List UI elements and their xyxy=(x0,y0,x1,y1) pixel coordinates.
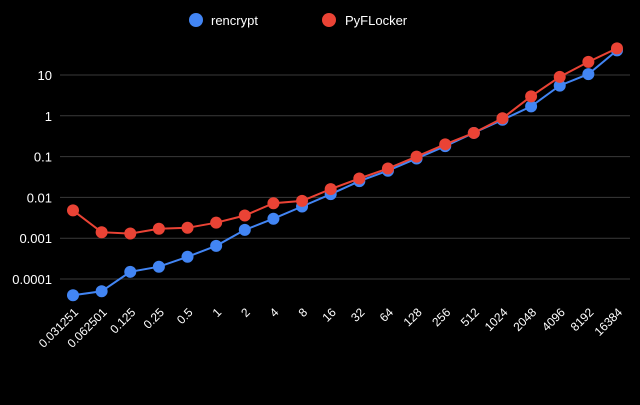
data-point-pyflocker[interactable] xyxy=(353,172,366,185)
x-tick-label: 8 xyxy=(296,305,311,320)
data-point-rencrypt[interactable] xyxy=(267,212,280,225)
legend-item-rencrypt[interactable]: rencrypt xyxy=(189,13,258,28)
x-tick-label: 16384 xyxy=(592,305,626,339)
data-point-pyflocker[interactable] xyxy=(496,112,509,125)
x-tick-label: 32 xyxy=(348,305,368,325)
x-tick-label: 128 xyxy=(401,305,425,329)
data-point-pyflocker[interactable] xyxy=(67,204,79,217)
data-point-pyflocker[interactable] xyxy=(582,55,595,68)
data-point-pyflocker[interactable] xyxy=(611,42,623,55)
y-tick-label: 0.0001 xyxy=(12,272,52,287)
x-tick-label: 4 xyxy=(267,305,282,320)
x-tick-label: 16 xyxy=(319,305,339,325)
data-point-pyflocker[interactable] xyxy=(324,183,337,196)
data-point-pyflocker[interactable] xyxy=(210,216,223,229)
data-point-rencrypt[interactable] xyxy=(238,223,251,236)
y-tick-label: 0.001 xyxy=(19,231,52,246)
data-point-rencrypt[interactable] xyxy=(582,68,595,81)
data-point-rencrypt[interactable] xyxy=(95,285,108,298)
x-tick-label: 2048 xyxy=(510,305,539,334)
legend-label-rencrypt: rencrypt xyxy=(211,13,258,28)
x-tick-label: 64 xyxy=(377,305,397,325)
data-point-pyflocker[interactable] xyxy=(124,227,137,240)
y-axis-ticks: 0.0001 0.001 0.01 0.1 1 10 xyxy=(12,68,52,287)
data-point-rencrypt[interactable] xyxy=(152,260,165,273)
data-point-pyflocker[interactable] xyxy=(95,226,108,239)
data-point-pyflocker[interactable] xyxy=(267,197,280,210)
series-pyflocker xyxy=(67,42,623,240)
data-point-pyflocker[interactable] xyxy=(553,70,566,83)
y-tick-label: 0.1 xyxy=(34,150,52,165)
legend-marker-rencrypt xyxy=(189,13,203,27)
data-point-rencrypt[interactable] xyxy=(181,250,194,263)
x-tick-label: 4096 xyxy=(539,305,568,334)
y-tick-label: 10 xyxy=(38,68,52,83)
x-tick-label: 1 xyxy=(210,305,225,320)
x-tick-label: 0.5 xyxy=(174,305,196,327)
series-layer xyxy=(67,42,623,302)
x-tick-label: 0.125 xyxy=(107,305,138,336)
data-point-pyflocker[interactable] xyxy=(525,90,538,103)
series-line-rencrypt xyxy=(72,49,618,297)
data-point-pyflocker[interactable] xyxy=(467,126,480,139)
data-point-pyflocker[interactable] xyxy=(181,221,194,234)
data-point-pyflocker[interactable] xyxy=(152,222,165,235)
x-tick-label: 256 xyxy=(429,305,453,329)
data-point-rencrypt[interactable] xyxy=(553,79,566,92)
y-tick-label: 0.01 xyxy=(27,190,52,205)
legend-label-pyflocker: PyFLocker xyxy=(345,13,408,28)
data-point-pyflocker[interactable] xyxy=(296,194,309,207)
data-point-pyflocker[interactable] xyxy=(381,162,394,175)
data-point-pyflocker[interactable] xyxy=(238,209,251,222)
data-point-rencrypt[interactable] xyxy=(124,265,137,278)
legend-item-pyflocker[interactable]: PyFLocker xyxy=(322,13,408,28)
data-point-rencrypt[interactable] xyxy=(525,100,538,113)
series-rencrypt xyxy=(67,44,623,302)
data-point-rencrypt[interactable] xyxy=(67,289,79,302)
x-tick-label: 1024 xyxy=(482,305,511,334)
series-line-pyflocker xyxy=(72,47,618,235)
x-tick-label: 2 xyxy=(238,305,253,320)
legend-marker-pyflocker xyxy=(322,13,336,27)
legend: rencrypt PyFLocker xyxy=(189,13,408,28)
data-point-pyflocker[interactable] xyxy=(439,138,452,151)
x-tick-label: 512 xyxy=(458,305,482,329)
grid-layer xyxy=(60,74,630,280)
data-point-rencrypt[interactable] xyxy=(210,239,223,252)
x-tick-label: 0.25 xyxy=(141,305,168,332)
data-point-pyflocker[interactable] xyxy=(410,150,423,163)
y-tick-label: 1 xyxy=(45,109,52,124)
